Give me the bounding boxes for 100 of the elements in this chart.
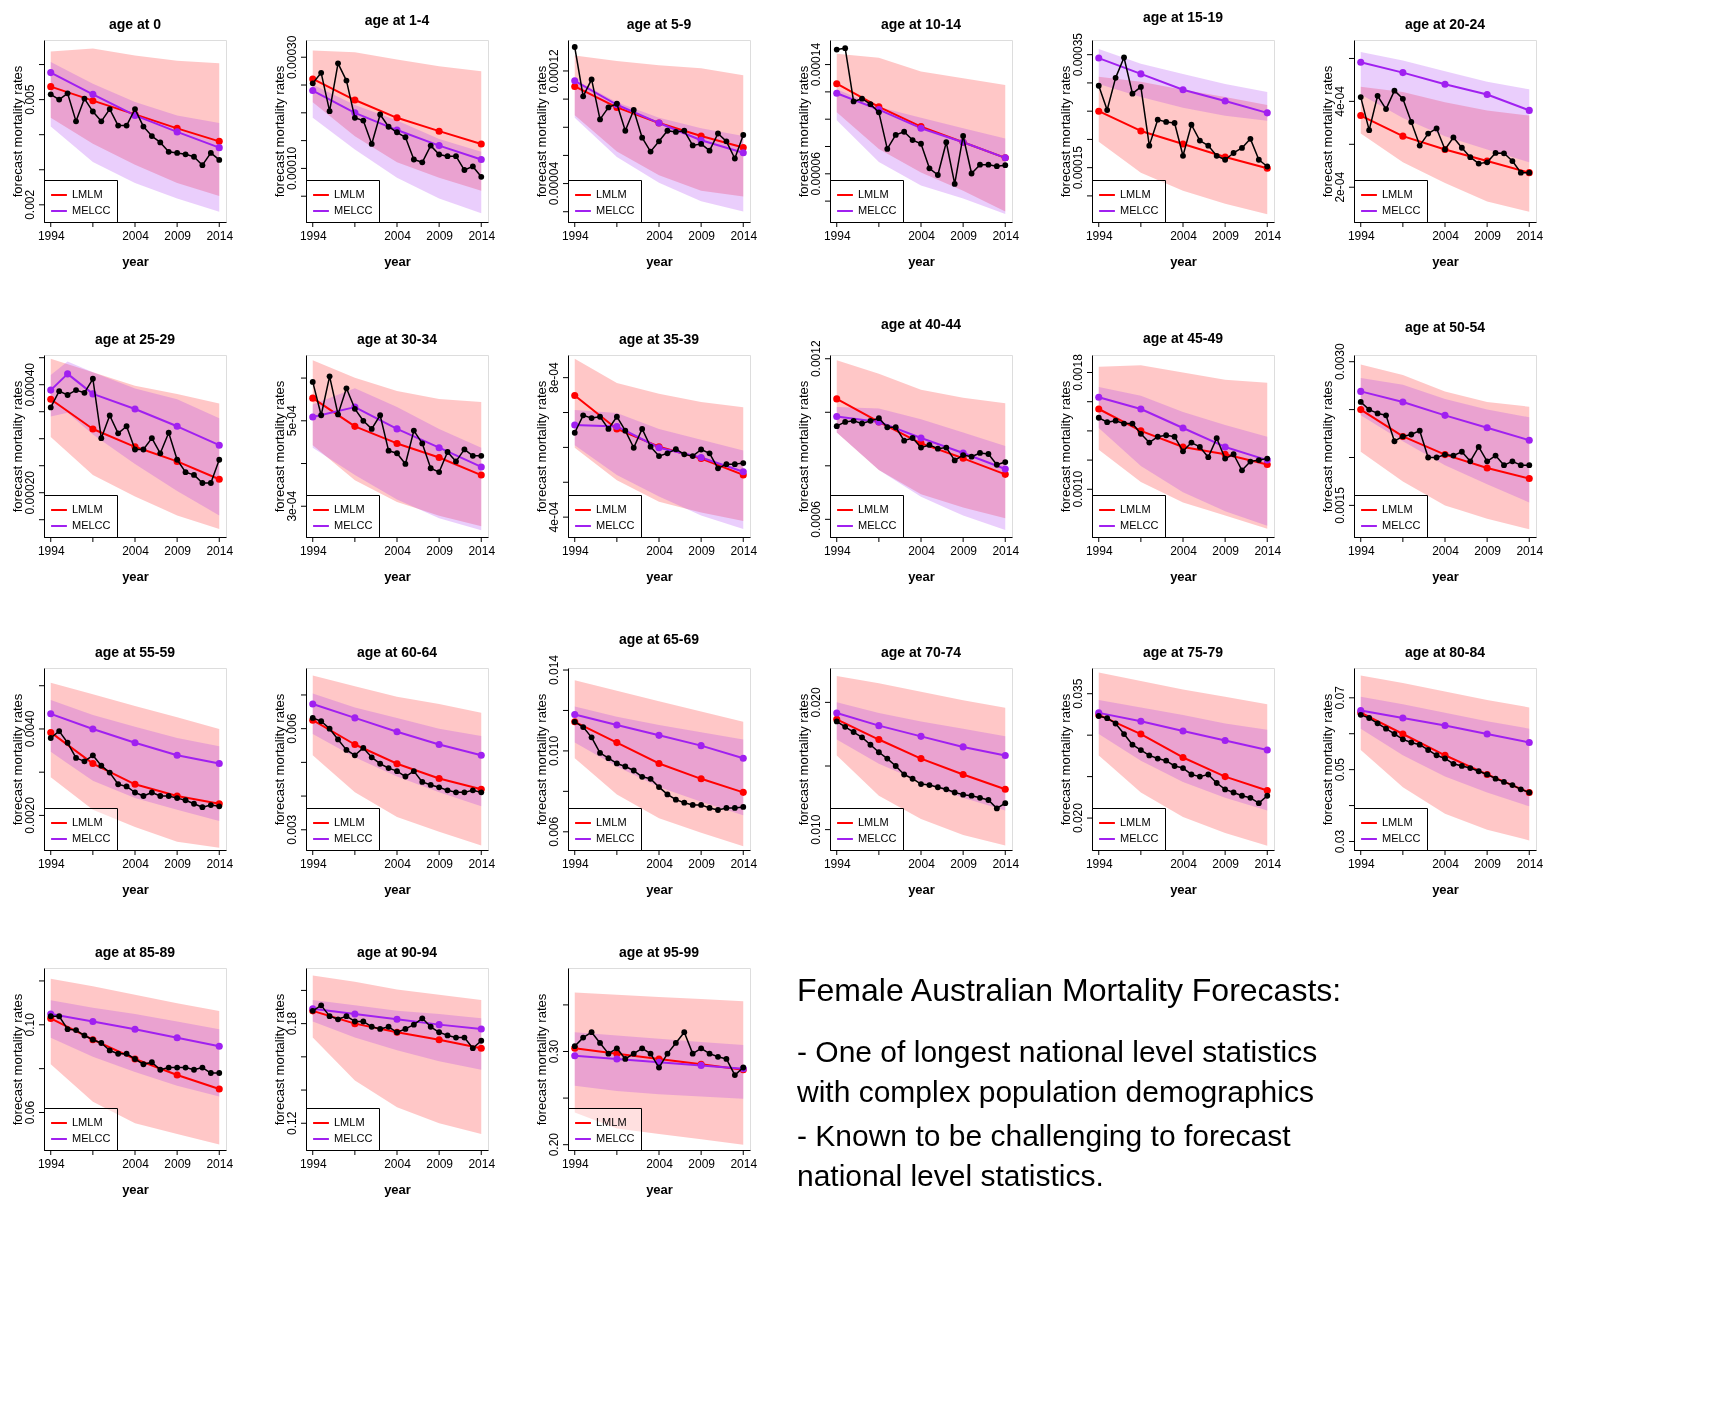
x-axis-title: year	[1170, 881, 1197, 897]
legend-label: MELCC	[72, 204, 111, 216]
y-axis-title: forecast mortality rates	[533, 380, 549, 513]
y-tick-label: 8e-04	[547, 362, 561, 394]
x-axis-title: year	[122, 1181, 149, 1197]
x-tick-label: 2004	[1432, 856, 1460, 871]
legend-label: MELCC	[72, 832, 111, 844]
x-tick-label: 2009	[1212, 856, 1240, 871]
legend-label: MELCC	[596, 1132, 635, 1144]
legend-label: MELCC	[72, 1132, 111, 1144]
legend-label: MELCC	[72, 519, 111, 531]
x-tick-label: 2009	[426, 543, 454, 558]
x-tick-label: 2004	[384, 856, 412, 871]
y-tick-label: 0.00030	[285, 35, 299, 79]
y-axis-title: forecast mortality rates	[9, 693, 25, 826]
legend-label: MELCC	[1382, 519, 1421, 531]
x-tick-label: 2014	[1254, 228, 1282, 243]
y-axis-title: forecast mortality rates	[1057, 380, 1073, 513]
x-tick-label: 2004	[122, 543, 150, 558]
y-tick-label: 0.014	[547, 654, 561, 686]
legend-label: LMLM	[858, 503, 889, 515]
y-tick-label: 4e-04	[1333, 85, 1347, 117]
y-tick-label: 0.003	[285, 814, 299, 845]
legend-label: LMLM	[858, 816, 889, 828]
legend-label: LMLM	[72, 503, 103, 515]
x-tick-label: 2014	[992, 856, 1020, 871]
x-tick-label: 2009	[688, 228, 716, 243]
y-axis-title: forecast mortality rates	[795, 380, 811, 513]
legend-label: MELCC	[596, 204, 635, 216]
x-tick-label: 1994	[37, 856, 65, 871]
text: - Known to be challenging to forecast national level statistics.	[797, 1119, 1292, 1192]
x-tick-label: 2004	[646, 1156, 674, 1171]
legend-label: MELCC	[1120, 204, 1159, 216]
legend-label: LMLM	[1120, 816, 1151, 828]
x-tick-label: 2014	[730, 543, 758, 558]
x-axis-title: year	[1170, 568, 1197, 584]
y-tick-label: 0.07	[1333, 685, 1347, 710]
x-tick-label: 2004	[646, 543, 674, 558]
y-tick-label: 0.035	[1071, 678, 1085, 709]
x-tick-label: 2004	[646, 228, 674, 243]
y-tick-label: 0.0012	[809, 340, 823, 378]
legend-label: MELCC	[596, 519, 635, 531]
x-tick-label: 2014	[468, 1156, 496, 1171]
legend-label: MELCC	[334, 832, 373, 844]
legend-label: MELCC	[334, 1132, 373, 1144]
y-axis-title: forecast mortality rates	[533, 993, 549, 1126]
x-tick-label: 2009	[688, 1156, 716, 1171]
y-axis-title: forecast mortality rates	[1319, 693, 1335, 826]
y-axis-title: forecast mortality rates	[1057, 693, 1073, 826]
x-tick-label: 2009	[1212, 228, 1240, 243]
y-tick-label: 0.010	[547, 735, 561, 766]
x-axis-title: year	[1432, 881, 1459, 897]
legend-label: MELCC	[858, 519, 897, 531]
y-axis-title: forecast mortality rates	[533, 693, 549, 826]
y-tick-label: 0.00014	[809, 42, 823, 87]
x-tick-label: 1994	[561, 1156, 589, 1171]
x-tick-label: 1994	[37, 1156, 65, 1171]
x-tick-label: 2009	[426, 856, 454, 871]
y-tick-label: 0.0018	[1071, 353, 1085, 391]
x-tick-label: 1994	[1085, 856, 1113, 871]
x-tick-label: 2014	[206, 228, 234, 243]
legend-label: MELCC	[858, 204, 897, 216]
x-tick-label: 2009	[1212, 543, 1240, 558]
x-tick-label: 1994	[299, 543, 327, 558]
x-tick-label: 2014	[730, 1156, 758, 1171]
x-tick-label: 2009	[164, 1156, 192, 1171]
y-tick-label: 0.12	[285, 1111, 299, 1135]
y-tick-label: 0.10	[23, 1012, 37, 1037]
x-axis-title: year	[384, 881, 411, 897]
y-tick-label: 0.05	[1333, 757, 1347, 782]
x-axis-title: year	[646, 881, 673, 897]
x-tick-label: 1994	[561, 543, 589, 558]
y-tick-label: 0.020	[1071, 802, 1085, 834]
x-tick-label: 2014	[206, 1156, 234, 1171]
x-tick-label: 2004	[1170, 856, 1198, 871]
legend-label: MELCC	[858, 832, 897, 844]
x-axis-title: year	[384, 253, 411, 269]
chart-title: age at 65-69	[618, 631, 700, 648]
chart-title: age at 60-64	[356, 644, 438, 660]
y-tick-label: 5e-04	[285, 405, 299, 437]
chart-title: age at 20-24	[1404, 16, 1486, 32]
y-axis-title: forecast mortality rates	[1319, 65, 1335, 198]
y-tick-label: 0.020	[809, 687, 823, 718]
x-tick-label: 2014	[1254, 856, 1282, 871]
x-tick-label: 2009	[1474, 228, 1502, 243]
y-tick-label: 0.03	[1333, 829, 1347, 854]
x-tick-label: 2004	[384, 1156, 412, 1171]
legend-label: LMLM	[596, 188, 627, 200]
legend-label: MELCC	[1382, 204, 1421, 216]
x-tick-label: 1994	[823, 228, 851, 243]
x-tick-label: 1994	[561, 228, 589, 243]
x-axis-title: year	[384, 1181, 411, 1197]
y-axis-title: forecast mortality rates	[271, 993, 287, 1126]
x-tick-label: 2004	[908, 856, 936, 871]
x-axis-title: year	[646, 1181, 673, 1197]
x-tick-label: 1994	[561, 856, 589, 871]
legend-label: MELCC	[1120, 832, 1159, 844]
x-axis-title: year	[384, 568, 411, 584]
x-tick-label: 2004	[908, 228, 936, 243]
x-tick-label: 1994	[1085, 228, 1113, 243]
